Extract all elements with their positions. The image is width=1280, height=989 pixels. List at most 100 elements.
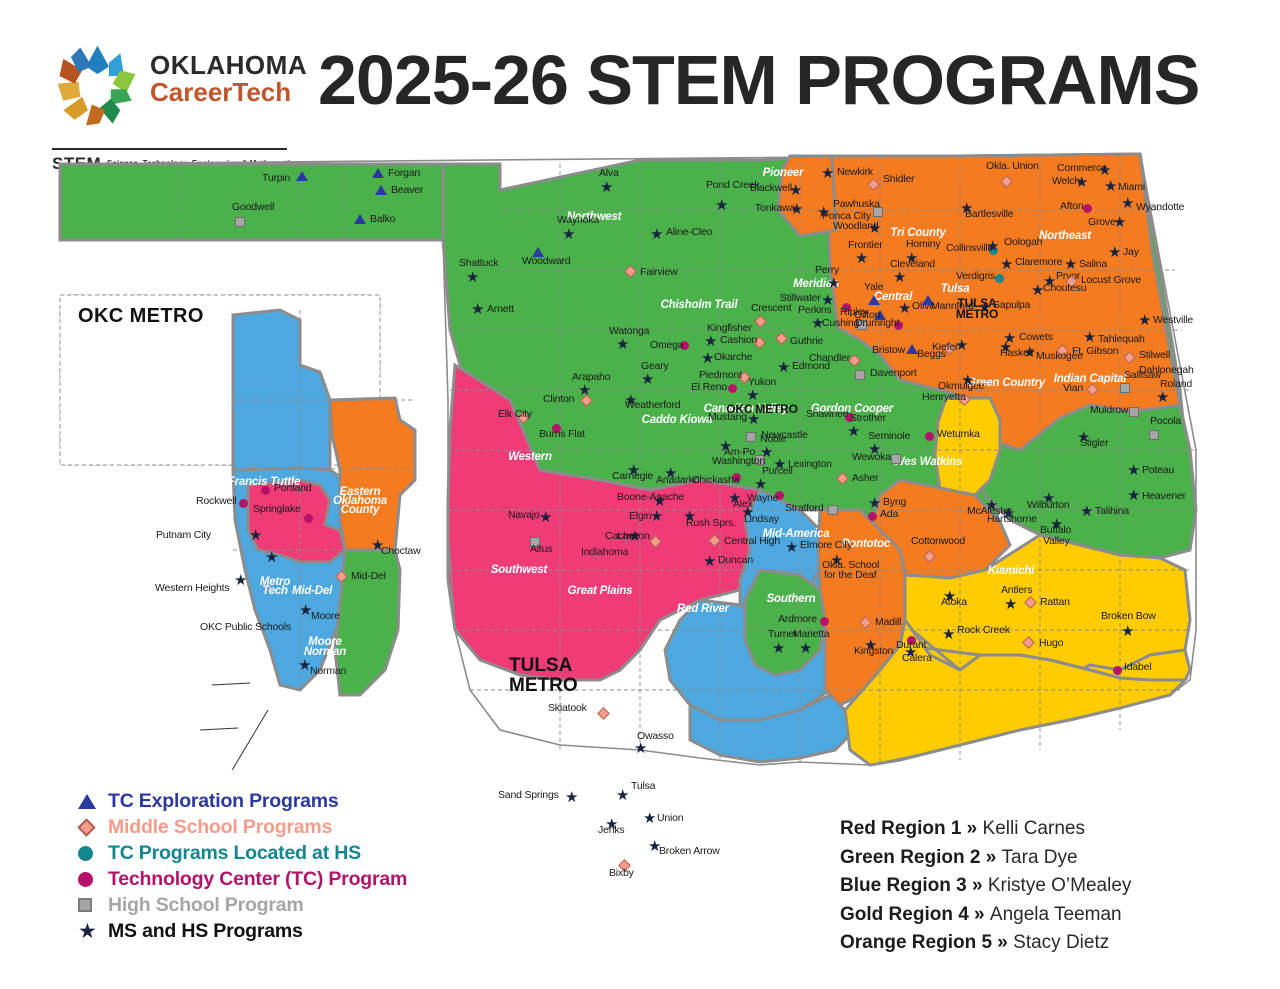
circle-icon bbox=[775, 491, 784, 500]
star-icon: ★ bbox=[1080, 503, 1094, 520]
star-icon: ★ bbox=[1127, 487, 1141, 504]
region-contact-separator: » bbox=[968, 903, 990, 925]
star-icon: ★ bbox=[772, 640, 786, 657]
region-contact-name: Kristye O’Mealey bbox=[987, 875, 1132, 896]
map-place-label: Arnett bbox=[487, 303, 514, 315]
map-place-label: Mannford bbox=[931, 300, 974, 312]
region-label: Meridian bbox=[793, 278, 839, 290]
map-place-label: Buffalo bbox=[1040, 524, 1072, 536]
map-place-label: Roland bbox=[1160, 378, 1193, 390]
star-icon: ★ bbox=[234, 572, 248, 589]
map-place-label: Kingfisher bbox=[707, 322, 752, 334]
star-icon: ★ bbox=[701, 350, 715, 367]
map-place-label: Noble bbox=[760, 433, 787, 445]
region-label: Red River bbox=[677, 603, 729, 615]
tulsa-inset-place-label: Skiatook bbox=[548, 702, 587, 714]
map-place-label: Pryor bbox=[1056, 270, 1081, 282]
legend-item-label: MS and HS Programs bbox=[108, 919, 303, 942]
map-place-label: Indiahoma bbox=[581, 546, 629, 558]
region-label: Mid-America bbox=[762, 528, 830, 540]
region-label: Northeast bbox=[1039, 230, 1091, 242]
map-place-label: Marietta bbox=[793, 628, 830, 640]
star-icon: ★ bbox=[898, 300, 912, 317]
region-label: Wes Watkins bbox=[893, 456, 963, 468]
square-icon bbox=[857, 320, 867, 330]
circle-icon bbox=[995, 274, 1004, 283]
okc-inset-place-label: Putnam City bbox=[156, 529, 211, 541]
map-place-label: Woodland bbox=[833, 220, 879, 232]
circle-icon bbox=[732, 473, 741, 482]
star-icon: ★ bbox=[985, 497, 999, 514]
region-contact-separator: » bbox=[961, 818, 983, 839]
tulsa-inset-place-label: Bixby bbox=[609, 867, 634, 879]
map-place-label: Davenport bbox=[870, 367, 917, 379]
star-icon: ★ bbox=[371, 537, 385, 554]
tulsa-inset-place-label: Jenks bbox=[598, 824, 625, 836]
star-icon: ★ bbox=[624, 392, 638, 409]
star-icon: ★ bbox=[777, 359, 791, 376]
map-place-label: Westville bbox=[1153, 314, 1194, 326]
map-place-label: Purcell bbox=[762, 465, 793, 477]
region-label: Central bbox=[873, 291, 913, 303]
tulsa-inset-region-label: Tulsa bbox=[575, 747, 619, 766]
map-place-label: Ada bbox=[880, 508, 899, 520]
map-place-label: Antlers bbox=[1001, 584, 1033, 596]
map-place-label: for the Deaf bbox=[824, 569, 877, 581]
map-place-label: Elmore City bbox=[800, 539, 853, 551]
okc-inset-region-label: Norman bbox=[303, 646, 347, 658]
star-icon: ★ bbox=[868, 441, 882, 458]
star-icon: ★ bbox=[1077, 429, 1091, 446]
star-icon: ★ bbox=[830, 552, 844, 569]
square-icon bbox=[1129, 407, 1139, 417]
star-icon: ★ bbox=[978, 299, 992, 316]
map-place-label: Valley bbox=[1043, 535, 1070, 547]
triangle-icon bbox=[78, 793, 108, 809]
star-icon: ★ bbox=[1000, 256, 1014, 273]
map-place-label: Yale bbox=[864, 281, 884, 293]
map-place-label: Navajo bbox=[508, 509, 540, 521]
region-label: Tri County bbox=[890, 227, 946, 239]
map-place-label: Altus bbox=[530, 543, 553, 555]
star-icon: ★ bbox=[1104, 178, 1118, 195]
diamond-icon bbox=[335, 570, 348, 583]
map-place-label: Newcastle bbox=[761, 429, 808, 441]
region-contact-separator: » bbox=[966, 875, 988, 896]
map-place-label: Okarche bbox=[714, 351, 753, 363]
map-place-label: Muldrow bbox=[1090, 404, 1129, 416]
star-icon: ★ bbox=[943, 588, 957, 605]
map-place-label: Stillwater bbox=[780, 292, 821, 304]
circle-icon bbox=[894, 321, 903, 330]
diamond-icon bbox=[1123, 351, 1136, 364]
star-icon: ★ bbox=[728, 490, 742, 507]
star-icon: ★ bbox=[893, 269, 907, 286]
star-icon: ★ bbox=[790, 201, 804, 218]
okc-inset-place-label: Western Heights bbox=[155, 582, 230, 594]
okc-inset-place-label: Springlake bbox=[253, 503, 301, 515]
triangle-icon bbox=[868, 295, 880, 305]
legend-item: Middle School Programs bbox=[77, 814, 498, 840]
star-icon: ★ bbox=[299, 602, 313, 619]
map-place-label: Poteau bbox=[1142, 464, 1175, 476]
triangle-icon bbox=[532, 247, 544, 257]
map-place-label: Geary bbox=[641, 360, 669, 372]
legend-item: TC Programs Located at HS bbox=[78, 840, 498, 866]
map-place-label: Rush Sprs. bbox=[686, 517, 736, 529]
map-place-label: Okla. Union bbox=[986, 160, 1039, 172]
star-icon: ★ bbox=[847, 423, 861, 440]
star-icon: ★ bbox=[650, 508, 664, 525]
map-place-label: Oologah bbox=[1004, 236, 1043, 248]
map-place-label: Fairview bbox=[640, 266, 678, 278]
diamond-icon bbox=[624, 265, 637, 278]
star-icon: ★ bbox=[1138, 312, 1152, 329]
region-label: Chisholm Trail bbox=[660, 299, 738, 311]
map-place-label: Welch bbox=[1052, 175, 1080, 187]
star-icon: ★ bbox=[747, 411, 761, 428]
map-place-label: Rock Creek bbox=[957, 624, 1010, 636]
map-place-label: Tonkawa bbox=[755, 202, 796, 214]
okc-inset-place-label: Choctaw bbox=[381, 545, 421, 557]
map-place-label: Cleveland bbox=[890, 258, 935, 270]
circle-icon bbox=[261, 486, 270, 495]
region-label: TULSA bbox=[957, 296, 997, 310]
oklahoma-careertech-stem-logo: OKLAHOMA CareerTech STEM Science, Techno… bbox=[50, 38, 307, 173]
